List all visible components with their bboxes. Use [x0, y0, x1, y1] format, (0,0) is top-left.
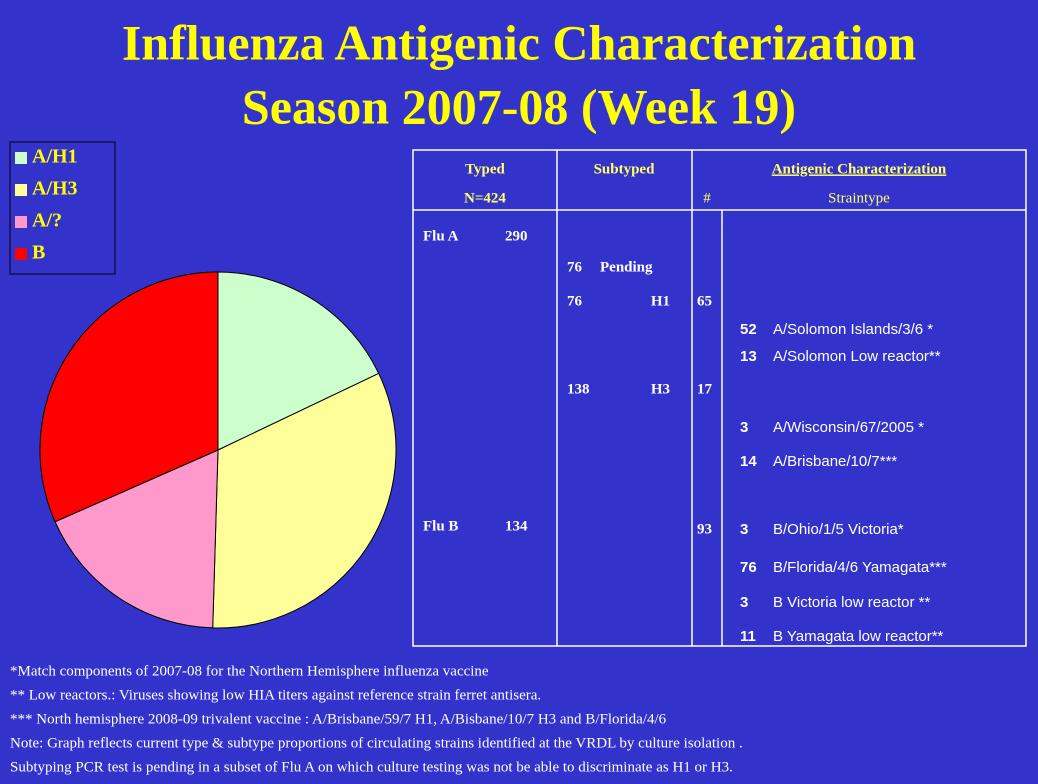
cell: 65: [697, 293, 712, 309]
strain-name: A/Wisconsin/67/2005 *: [773, 419, 924, 436]
legend-label: B: [32, 242, 45, 264]
legend-box: [9, 141, 116, 275]
legend: A/H1 A/H3 A/? B: [15, 146, 78, 264]
strain-name: B Yamagata low reactor**: [773, 628, 944, 645]
pie-slice: [217, 271, 380, 451]
legend-label: A/?: [32, 210, 62, 232]
table: Typed N=424 Subtyped Antigenic Character…: [412, 149, 1027, 647]
legend-swatch: [15, 152, 27, 164]
cell: 76: [567, 259, 583, 275]
strain-count: 13: [740, 348, 757, 365]
title-line: Season 2007-08 (Week 19): [242, 78, 796, 134]
table-border: [412, 149, 1027, 647]
legend-label: A/H3: [32, 178, 78, 200]
strain-count: 3: [740, 594, 748, 611]
strain-list: 52 A/Solomon Islands/3/6 * 13 A/Solomon Low…: [740, 321, 947, 645]
legend-swatch: [15, 248, 27, 260]
strain-name: A/Brisbane/10/7***: [773, 453, 897, 470]
header: Antigenic Characterization: [772, 161, 947, 177]
pie: [39, 271, 397, 629]
header: N=424: [464, 190, 506, 206]
notes: *Match components of 2007-08 for the Nor…: [10, 663, 743, 775]
legend-swatch: [15, 184, 27, 196]
cell: Pending: [600, 259, 653, 275]
strain-name: B/Ohio/1/5 Victoria*: [773, 521, 904, 538]
cell: 76: [567, 293, 583, 309]
strain-name: B Victoria low reactor **: [773, 594, 930, 611]
pie-slice: [39, 271, 219, 523]
cell: 134: [505, 518, 528, 534]
note: Note: Graph reflects current type & subt…: [10, 735, 743, 751]
cell: H3: [651, 381, 670, 397]
cell: 93: [697, 521, 712, 537]
strain-name: B/Florida/4/6 Yamagata***: [773, 559, 947, 576]
pie-slice: [54, 449, 219, 629]
strain-name: A/Solomon Low reactor**: [773, 348, 941, 365]
cell: 17: [697, 381, 713, 397]
strain-name: A/Solomon Islands/3/6 *: [773, 321, 933, 338]
strain-count: 3: [740, 521, 748, 538]
cell: Flu A: [423, 228, 459, 244]
cell: 290: [505, 228, 528, 244]
legend-label: A/H1: [32, 146, 78, 168]
note: ** Low reactors.: Viruses showing low HI…: [10, 687, 541, 703]
strain-count: 11: [740, 628, 756, 645]
strain-count: 76: [740, 559, 757, 576]
note: Subtyping PCR test is pending in a subse…: [10, 759, 733, 775]
note: *** North hemisphere 2008-09 trivalent v…: [10, 711, 667, 727]
strain-count: 14: [740, 453, 757, 470]
title-line: Influenza Antigenic Characterization: [122, 14, 917, 70]
header: Straintype: [828, 190, 890, 206]
pie-slice: [212, 372, 397, 629]
cell: Flu B: [423, 518, 458, 534]
cell: H1: [651, 293, 670, 309]
header: Typed: [465, 161, 505, 177]
note: *Match components of 2007-08 for the Nor…: [10, 663, 489, 679]
cell: 138: [567, 381, 590, 397]
legend-swatch: [15, 216, 27, 228]
strain-count: 52: [740, 321, 757, 338]
header: Subtyped: [594, 161, 656, 177]
strain-count: 3: [740, 419, 748, 436]
header: #: [703, 190, 711, 206]
